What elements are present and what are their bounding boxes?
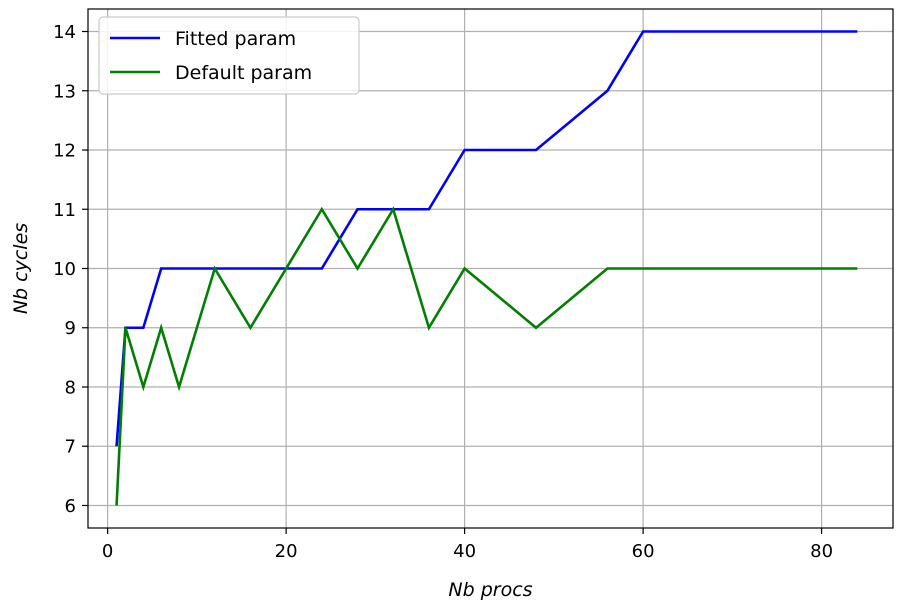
y-tick-label-9: 9 <box>65 318 76 339</box>
legend: Fitted param Default param <box>98 16 360 95</box>
y-tick-label-14: 14 <box>53 22 76 43</box>
series-line-1 <box>115 30 858 447</box>
x-tick-label-0: 0 <box>102 541 113 562</box>
legend-label-2: Default param <box>175 62 312 84</box>
x-tick-label-40: 40 <box>453 541 476 562</box>
y-tick-label-7: 7 <box>65 437 76 458</box>
series-line-2 <box>115 206 858 506</box>
axis-ticks: 0 20 40 60 80 6 7 8 9 10 11 12 13 14 <box>53 22 833 562</box>
y-tick-label-11: 11 <box>53 200 76 221</box>
x-tick-label-20: 20 <box>275 541 298 562</box>
y-tick-label-13: 13 <box>53 81 76 102</box>
series-lines <box>115 30 858 506</box>
y-tick-label-6: 6 <box>65 496 76 517</box>
y-tick-label-10: 10 <box>53 259 76 280</box>
y-tick-label-8: 8 <box>65 377 76 398</box>
x-tick-label-80: 80 <box>810 541 833 562</box>
x-axis-label: Nb procs <box>448 579 532 601</box>
x-tick-label-60: 60 <box>632 541 655 562</box>
y-axis-label: Nb cycles <box>10 223 32 314</box>
legend-box <box>98 16 360 95</box>
y-tick-label-12: 12 <box>53 141 76 162</box>
legend-label-1: Fitted param <box>175 28 296 50</box>
